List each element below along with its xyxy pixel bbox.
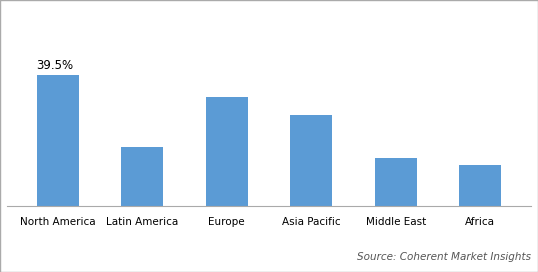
Bar	[37, 75, 79, 206]
Text: Source: Coherent Market Insights: Source: Coherent Market Insights	[357, 252, 531, 262]
Bar	[121, 147, 164, 206]
Bar	[206, 97, 248, 206]
Bar	[374, 158, 417, 206]
Bar	[290, 115, 332, 206]
Text: 39.5%: 39.5%	[37, 60, 74, 72]
Bar	[459, 165, 501, 206]
